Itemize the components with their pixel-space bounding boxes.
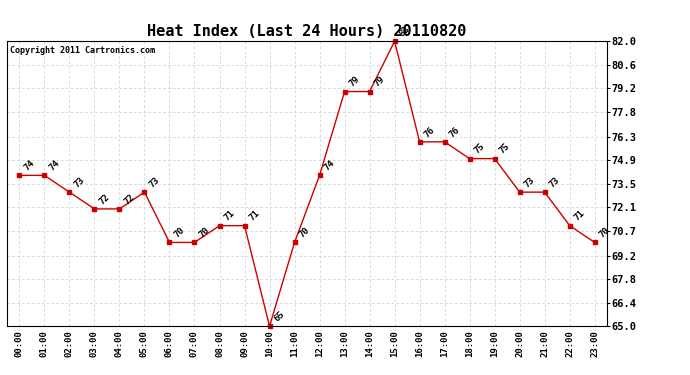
Text: 72: 72 [97,192,111,206]
Text: Copyright 2011 Cartronics.com: Copyright 2011 Cartronics.com [10,45,155,54]
Text: 82: 82 [397,24,411,39]
Text: 73: 73 [147,176,161,189]
Text: 74: 74 [47,159,61,172]
Text: 74: 74 [322,159,336,172]
Text: 76: 76 [447,125,462,139]
Text: 73: 73 [72,176,86,189]
Text: 65: 65 [273,309,286,324]
Text: 71: 71 [573,209,586,223]
Text: 75: 75 [473,142,486,156]
Text: 73: 73 [547,176,562,189]
Text: 74: 74 [22,159,36,172]
Text: 70: 70 [197,226,211,240]
Text: 71: 71 [222,209,236,223]
Text: 73: 73 [522,176,536,189]
Text: 70: 70 [598,226,611,240]
Text: 76: 76 [422,125,436,139]
Title: Heat Index (Last 24 Hours) 20110820: Heat Index (Last 24 Hours) 20110820 [148,24,466,39]
Text: 79: 79 [373,75,386,89]
Text: 71: 71 [247,209,262,223]
Text: 72: 72 [122,192,136,206]
Text: 79: 79 [347,75,362,89]
Text: 70: 70 [297,226,311,240]
Text: 75: 75 [497,142,511,156]
Text: 70: 70 [172,226,186,240]
